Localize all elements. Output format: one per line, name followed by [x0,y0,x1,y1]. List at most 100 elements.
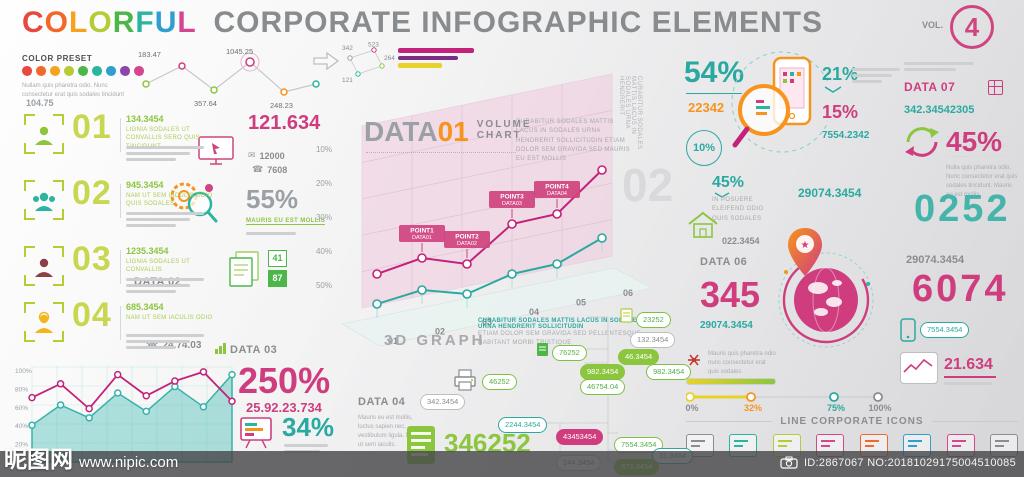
item-icon-frame [24,302,64,342]
title-rest: CORPORATE INFOGRAPHIC ELEMENTS [213,6,823,39]
text-line [126,290,176,293]
data04-paragraph: Mauris eu est mollis, luctus sapien nec,… [358,415,419,448]
caption-line1: CURABITUR SODALES MATTIS LACUS IN SODALE… [478,318,641,330]
progress-tick-label: 0% [685,403,699,413]
page-title: COLORFUL CORPORATE INFOGRAPHIC ELEMENTS [22,6,823,40]
arrow-icon [313,51,340,71]
frame-corner [24,246,35,257]
phone-magnifier-illustration [731,51,828,153]
stat-250: 250% [238,360,331,401]
asterisk-icon [688,354,700,366]
title-letter: C [22,6,45,39]
text-line [126,218,190,221]
point-flag-sub: DATA03 [502,201,522,207]
person-icon [35,311,53,333]
point-label: 1045.25 [226,47,253,56]
mail-icon: ✉ [248,150,256,160]
volume-chart-xtick: 05 [576,298,586,308]
title-letter: O [44,6,70,39]
item-icon-frame [24,246,64,286]
value-pill: 46.3454 [618,349,660,365]
subtitle-chart: CHART [476,130,522,141]
frame-corner [24,302,35,313]
phone-icon: ☎ [252,164,264,174]
area-chart-ytick: 80% [15,386,28,393]
icon-detail [691,440,705,442]
text-line [246,232,296,235]
item-text-lines [126,212,216,230]
chart-line [903,358,933,373]
grid-icon [988,80,1003,95]
axis-scale-label: 30% [315,213,332,222]
text-line [852,68,900,71]
phone-value-pill: 7554.3454 [920,322,970,338]
title-data: DATA [364,116,438,147]
text-lines [246,232,296,238]
frame-corner [24,331,35,342]
item-value: 1235.3454 [126,246,169,256]
accent-bar-yellow [398,63,442,68]
smartphone-icon [900,318,916,342]
text-line [126,212,204,215]
title-letter: R [112,6,136,39]
item-text-lines [126,278,216,296]
house-icon [688,211,718,238]
rule-left [686,421,773,422]
data04-label: DATA 04 [358,396,406,408]
frame-corner [24,275,35,286]
left-item: 03 1235.3454 LIGNIA SODALES UT CONVALLIS [24,240,224,304]
stat-29074-b: 29074.3454 [700,320,753,331]
item-text-lines [126,146,216,164]
point-label: 357.64 [194,99,217,108]
stat-21634: 21.634 [944,356,993,373]
stat-22342: 22342 [688,100,725,115]
text-line [126,278,204,281]
point-flag-title: POINT3 [500,194,524,201]
text-line [904,62,974,65]
text-line [126,146,204,149]
person-icon [35,126,53,145]
axis-scale-label: 20% [315,179,332,188]
node-number: 342 [342,45,353,52]
ruled-line [946,156,1008,157]
volume-chart-xtick: 01 [388,336,398,346]
point-flag-sub: DATA02 [457,241,477,247]
data03-label: DATA 03 [230,344,278,356]
item-number: 02 [72,174,112,212]
color-swatch [50,66,60,76]
stat-21: 21% [822,64,859,84]
item02-percent: 55% [246,184,299,214]
title-colorful-word: COLORFUL [22,6,196,39]
frame-corner [53,302,64,313]
icon-detail [777,440,792,442]
icon-detail [908,440,923,442]
3d-graph-label: 3D GRAPH [384,332,486,349]
printer-value-pill: 46252 [482,374,517,390]
icon-detail [951,445,961,447]
text-line [126,346,176,349]
doc-icon [537,343,548,356]
line-icons-label: LINE CORPORATE ICONS [780,416,924,427]
color-swatch [120,66,130,76]
accent-bar-magenta [398,48,474,53]
point-flag-title: POINT1 [410,228,434,235]
person-icon [35,258,53,277]
house-value: 022.3454 [722,236,760,246]
item-icon-frame [24,114,64,154]
frame-corner [53,275,64,286]
caption-line2: ETIAM DOLOR SEM GRAVIDA SED PELLENTESQUE… [478,331,642,347]
color-swatch [36,66,46,76]
stat-29074-a: 29074.3454 [798,186,862,200]
text-line [126,158,176,161]
location-pin-icon: ★ [788,228,822,276]
color-swatch [134,66,144,76]
progress-tick-label: 100% [868,403,892,413]
text-line [126,334,204,337]
text-lines [904,62,974,74]
point-flag-title: POINT4 [545,184,569,191]
volume-chart-xtick: 03 [482,317,492,327]
subtitle-volume: VOLUME [476,119,532,130]
icon-detail [951,440,966,442]
volume-chart-caption: CURABITUR SODALES MATTIS LACUS IN SODALE… [478,318,650,349]
ruled-line [946,136,1008,137]
